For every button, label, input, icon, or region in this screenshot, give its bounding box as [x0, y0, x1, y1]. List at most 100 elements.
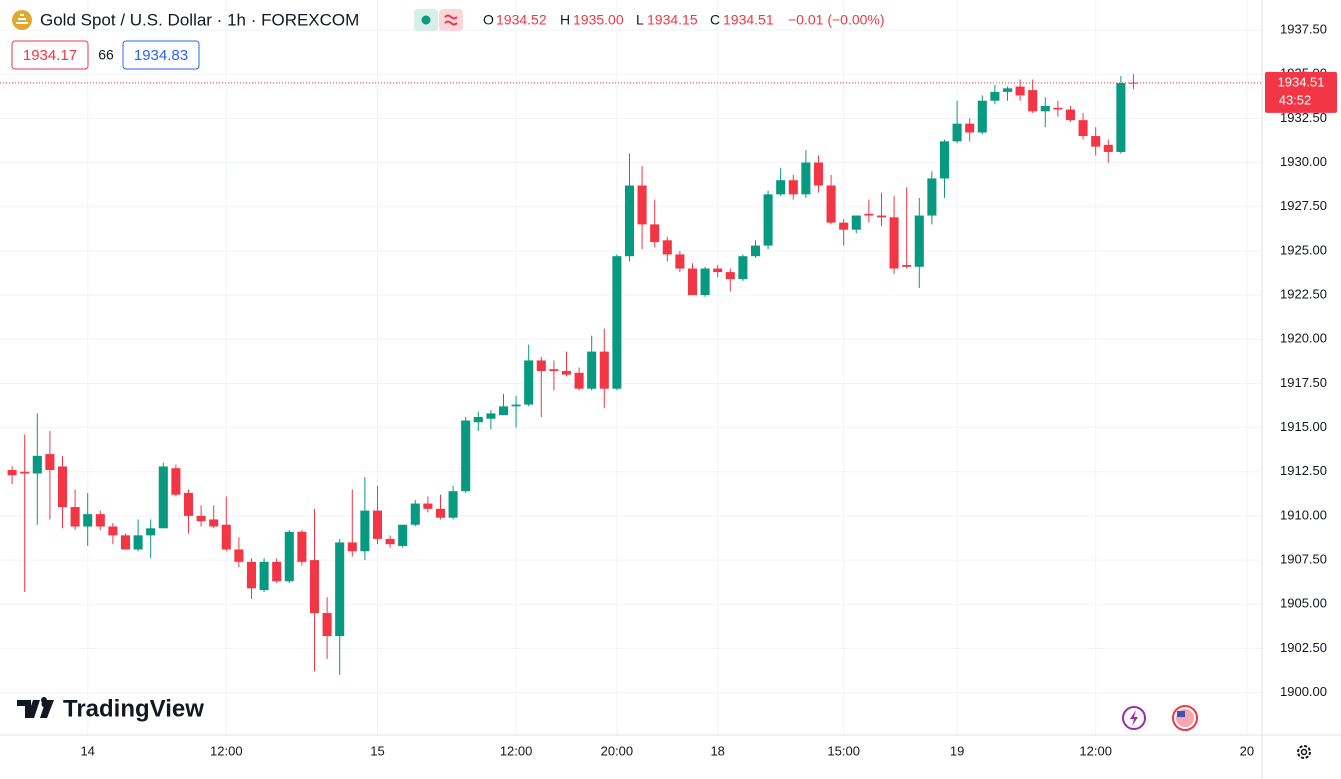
status-dot	[421, 15, 431, 25]
logo-icon	[40, 700, 54, 718]
candle-body	[977, 100, 987, 133]
candle-body	[637, 185, 647, 225]
y-tick-label: 1907.50	[1280, 552, 1327, 567]
y-tick-label: 1927.50	[1280, 198, 1327, 213]
candle-body	[738, 256, 748, 280]
candle-body	[851, 215, 861, 230]
candle-body	[536, 360, 546, 372]
logo-icon	[17, 697, 47, 718]
price-tag-countdown: 43:52	[1279, 92, 1312, 107]
price-tag-value: 1934.51	[1278, 74, 1325, 89]
candle-body	[612, 256, 622, 389]
candle-body	[574, 372, 584, 389]
candle-body	[662, 240, 672, 255]
candle-body	[1002, 88, 1013, 92]
candle-body	[902, 265, 912, 267]
candle-body	[713, 268, 723, 273]
candle-body	[360, 510, 370, 552]
candle-body	[1053, 107, 1063, 110]
y-tick-label: 1930.00	[1280, 154, 1327, 169]
x-tick-label: 12:00	[500, 743, 533, 758]
candle-body	[297, 531, 307, 562]
event-icon-mark	[1130, 710, 1138, 726]
settings-icon[interactable]	[1297, 745, 1311, 759]
candle-body	[1015, 86, 1025, 96]
ohlc-label: C	[710, 12, 720, 28]
y-tick-label: 1905.00	[1280, 596, 1327, 611]
y-tick-label: 1900.00	[1280, 684, 1327, 699]
ohlc-value: 1934.15	[647, 12, 698, 28]
x-tick-label: 18	[710, 743, 724, 758]
chart-title[interactable]: Gold Spot / U.S. Dollar · 1h · FOREXCOM	[40, 10, 359, 29]
candle-body	[549, 369, 559, 372]
x-tick-label: 15	[370, 743, 384, 758]
candle-body	[448, 491, 458, 518]
x-tick-label: 12:00	[210, 743, 243, 758]
candle-body	[347, 542, 357, 552]
symbol-icon-mark	[16, 14, 28, 24]
x-tick-label: 20:00	[601, 743, 634, 758]
candle-body	[221, 524, 231, 550]
ohlc-legend: O 1934.52 H 1935.00 L 1934.15 C 1934.51 −0.01 (−…	[483, 12, 885, 28]
candle-body	[120, 535, 131, 550]
bid-price: 1934.17	[23, 47, 77, 64]
candle-body	[700, 268, 710, 296]
candle-body	[1078, 120, 1088, 137]
ohlc-label: L	[636, 12, 644, 28]
x-tick-label: 14	[80, 743, 94, 758]
status-pill[interactable]	[439, 9, 463, 31]
candle-body	[788, 180, 798, 195]
candle-body	[813, 162, 824, 186]
candle-body	[83, 514, 93, 527]
candle-body	[889, 217, 899, 269]
ohlc-label: H	[560, 12, 570, 28]
grid	[0, 0, 1262, 735]
candle-body	[1091, 136, 1101, 147]
candle-body	[763, 194, 773, 246]
candle-body	[259, 561, 269, 591]
candle-body	[146, 528, 156, 536]
candle-body	[1065, 109, 1076, 121]
candle-body	[750, 245, 761, 257]
y-tick-label: 1925.00	[1280, 242, 1327, 257]
candle-body	[309, 560, 320, 614]
x-tick-label: 19	[950, 743, 964, 758]
candle-body	[272, 561, 282, 582]
candle-body	[410, 503, 420, 525]
candle-body	[927, 178, 937, 216]
logo-text[interactable]: TradingView	[63, 695, 204, 722]
candle-body	[524, 360, 534, 405]
y-tick-label: 1912.50	[1280, 463, 1327, 478]
candle-body	[876, 215, 887, 218]
candle-body	[209, 519, 219, 527]
ask-price: 1934.83	[134, 47, 188, 64]
candle-body	[133, 535, 143, 550]
candle-body	[246, 561, 257, 589]
candle-body	[486, 413, 496, 419]
y-tick-label: 1915.00	[1280, 419, 1327, 434]
price-tag	[1265, 71, 1337, 113]
candle-body	[498, 406, 509, 416]
y-tick-label: 1920.00	[1280, 331, 1327, 346]
y-tick-label: 1937.50	[1280, 21, 1327, 36]
candle-body	[32, 455, 42, 474]
bid-box[interactable]	[11, 40, 89, 70]
candle-body	[952, 123, 962, 142]
candle-body	[1128, 82, 1139, 84]
spread: 66	[98, 47, 114, 63]
ask-box[interactable]	[122, 40, 200, 70]
ohlc-value: 1935.00	[573, 12, 624, 28]
candle-body	[801, 162, 811, 195]
candle-body	[372, 510, 383, 539]
candle-body	[914, 215, 924, 267]
candle-body	[675, 254, 685, 269]
candle-body	[473, 416, 483, 423]
candle-body	[511, 404, 521, 407]
ohlc-label: O	[483, 12, 494, 28]
y-tick-label: 1922.50	[1280, 286, 1327, 301]
flag-icon	[1177, 711, 1185, 717]
candle-body	[965, 123, 975, 133]
candle-body	[587, 351, 597, 389]
candle-body	[284, 531, 294, 582]
